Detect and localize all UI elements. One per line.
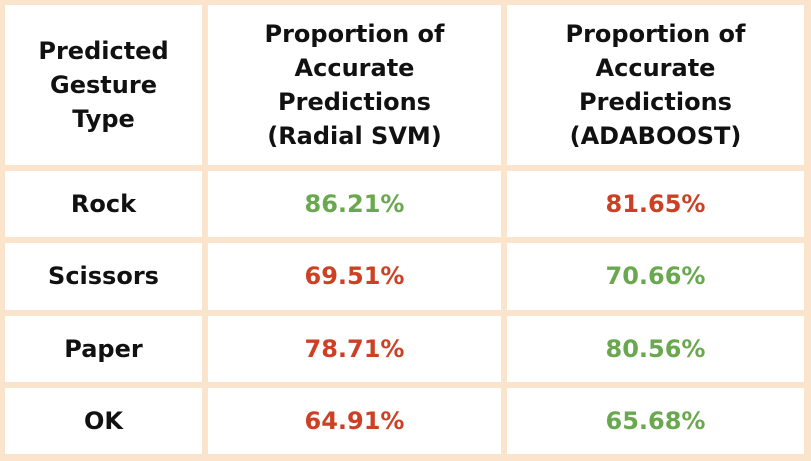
gesture-cell: Rock	[5, 171, 202, 238]
header-line: Predictions	[278, 88, 431, 116]
gesture-cell: Paper	[5, 315, 202, 382]
table-row: Paper 78.71% 80.56%	[5, 315, 804, 382]
svm-value-cell: 69.51%	[208, 243, 501, 310]
header-line: Gesture	[50, 71, 157, 99]
header-line: Accurate	[595, 54, 716, 82]
header-line: Accurate	[294, 54, 415, 82]
table-header-row: Predicted Gesture Type Proportion of Acc…	[5, 5, 804, 165]
table-row: Scissors 69.51% 70.66%	[5, 243, 804, 310]
table-row: Rock 86.21% 81.65%	[5, 171, 804, 238]
header-svm-accuracy: Proportion of Accurate Predictions (Radi…	[208, 5, 501, 165]
svm-value-cell: 64.91%	[208, 387, 501, 454]
header-line: (ADABOOST)	[569, 122, 742, 150]
header-line: Type	[72, 105, 135, 133]
header-line: Proportion of	[565, 20, 746, 48]
adaboost-value-cell: 81.65%	[507, 171, 804, 238]
header-adaboost-accuracy: Proportion of Accurate Predictions (ADAB…	[507, 5, 804, 165]
gesture-cell: Scissors	[5, 243, 202, 310]
adaboost-value-cell: 80.56%	[507, 315, 804, 382]
gesture-cell: OK	[5, 387, 202, 454]
header-line: Predictions	[579, 88, 732, 116]
adaboost-value-cell: 70.66%	[507, 243, 804, 310]
svm-value-cell: 78.71%	[208, 315, 501, 382]
header-line: Proportion of	[264, 20, 445, 48]
header-gesture-type: Predicted Gesture Type	[5, 5, 202, 165]
header-line: (Radial SVM)	[267, 122, 442, 150]
table-row: OK 64.91% 65.68%	[5, 387, 804, 454]
header-line: Predicted	[38, 37, 169, 65]
svm-value-cell: 86.21%	[208, 171, 501, 238]
adaboost-value-cell: 65.68%	[507, 387, 804, 454]
